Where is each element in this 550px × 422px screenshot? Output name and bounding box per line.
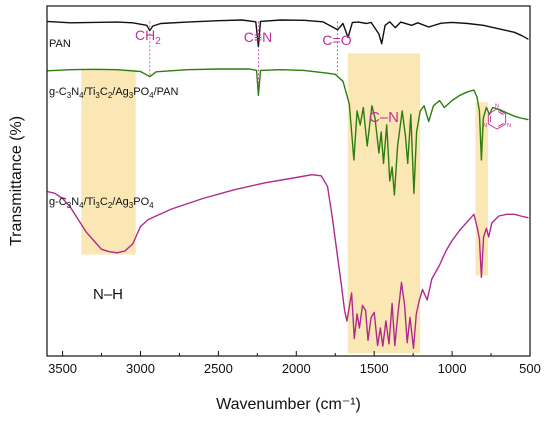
x-axis-title: Wavenumber (cm⁻¹) [216, 396, 361, 413]
x-tick-label: 3000 [126, 361, 155, 376]
x-tick-label: 1500 [360, 361, 389, 376]
svg-text:N: N [483, 123, 487, 129]
plot-frame [46, 5, 531, 357]
series-labels: PAN g-C3N4/Ti3C2/Ag3PO4/PAN g-C3N4/Ti3C2/A… [49, 38, 179, 210]
x-tick-label: 500 [519, 361, 541, 376]
y-axis-title: Transmittance (%) [8, 116, 25, 246]
x-tick-label: 2000 [282, 361, 311, 376]
triazine-ring-icon: N N N [483, 104, 511, 130]
svg-text:N: N [495, 104, 499, 110]
x-tick-label: 3500 [48, 361, 77, 376]
x-axis-ticks: 3500 3000 2500 2000 1500 1000 500 [48, 351, 541, 376]
x-tick-label: 1000 [438, 361, 467, 376]
series-line-0 [46, 19, 529, 47]
ch2-label: CH2 [135, 27, 161, 47]
svg-text:N: N [507, 123, 511, 129]
highlight-band-1 [347, 53, 421, 354]
series-label-1: g-C3N4/Ti3C2/Ag3PO4/PAN [49, 86, 179, 100]
highlight-band-0 [81, 69, 136, 255]
series-label-2: g-C3N4/Ti3C2/Ag3PO4 [49, 196, 154, 210]
nh-label: N–H [93, 286, 123, 303]
spectrum-lines [46, 19, 529, 349]
series-line-2 [46, 174, 529, 349]
series-line-1 [46, 68, 529, 196]
highlight-bands [81, 53, 488, 354]
series-label-0: PAN [49, 38, 71, 50]
cn-label: C–N [369, 109, 399, 126]
carbonyl-label: C=O [322, 32, 351, 48]
x-tick-label: 2500 [204, 361, 233, 376]
cyano-label: C≡N [244, 29, 272, 45]
